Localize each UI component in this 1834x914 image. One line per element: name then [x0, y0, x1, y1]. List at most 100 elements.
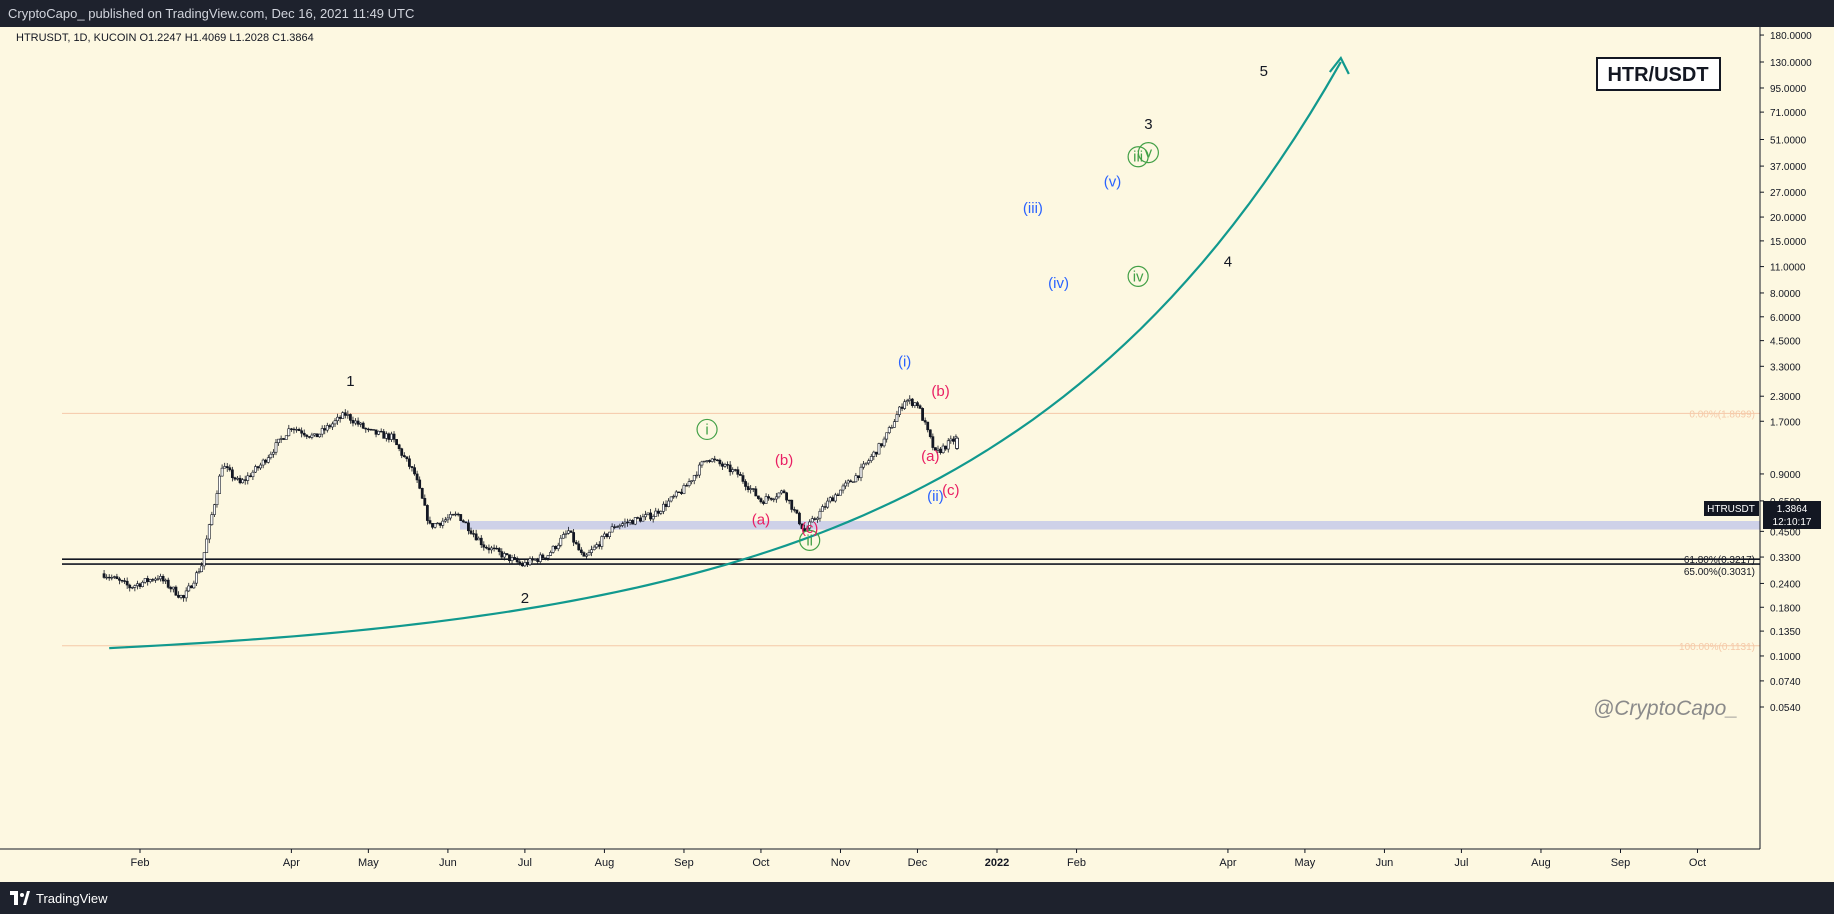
publisher-bar: CryptoCapo_ published on TradingView.com… — [0, 0, 1834, 27]
wave-label: iii — [1133, 149, 1143, 166]
candle-body — [951, 438, 955, 442]
candle-body — [482, 544, 486, 548]
candle-body — [161, 576, 165, 582]
wave-label-circle — [1127, 146, 1149, 168]
price-tick-label: 15.0000 — [1770, 237, 1807, 248]
candle-body — [110, 577, 114, 579]
candle-body — [854, 475, 858, 483]
candle-body — [769, 497, 773, 500]
candle-body — [744, 481, 747, 487]
candle-body — [923, 420, 927, 423]
time-axis[interactable]: Feb Apr May Jun Jul Aug Sep Oct Nov Dec 2022 Feb Apr… — [0, 848, 1834, 882]
candle-body — [487, 547, 491, 551]
candle-body — [872, 451, 876, 457]
candle-body — [220, 467, 224, 477]
candle-body — [649, 512, 653, 520]
time-tick-label: Feb — [131, 857, 150, 869]
candle-body — [936, 448, 940, 451]
candle-body — [682, 485, 686, 494]
candle-body — [900, 406, 904, 409]
candle-body — [751, 488, 755, 490]
footer-brand[interactable]: TradingView — [36, 890, 108, 906]
candle-body — [944, 445, 948, 450]
candle-body — [256, 466, 260, 469]
candle-body — [669, 496, 673, 502]
candle-body — [490, 547, 493, 551]
candle-body — [731, 469, 735, 473]
pair-badge: HTR/USDT — [1596, 57, 1721, 91]
candle-body — [549, 552, 552, 556]
tradingview-logo-icon[interactable] — [10, 891, 30, 905]
candle-body — [928, 429, 932, 437]
candle-body — [785, 492, 788, 501]
candle-body — [272, 451, 275, 455]
candle-body — [608, 531, 611, 537]
wave-label-circle — [799, 529, 821, 551]
candle-body — [177, 594, 180, 598]
footer-bar: TradingView — [0, 882, 1834, 914]
candle-body — [372, 429, 375, 431]
candle-body — [456, 513, 460, 516]
projection-curve — [109, 61, 1342, 650]
fib-label: 65.00%(0.3031) — [1684, 567, 1755, 578]
price-tick-label: 180.0000 — [1770, 31, 1812, 42]
price-chart[interactable]: 0.00%(1.8699) 61.80%(0.3217)65.00%(0.3031… — [0, 27, 1834, 882]
wave-label-circle — [696, 418, 718, 441]
candle-body — [130, 586, 134, 589]
fib-label: 61.80%(0.3217) — [1684, 555, 1755, 566]
candle-body — [295, 429, 298, 431]
candle-body — [112, 576, 116, 578]
price-tick-label: 3.3000 — [1770, 362, 1801, 373]
candle-body — [939, 448, 942, 454]
candle-body — [105, 576, 109, 579]
candle-body — [369, 428, 373, 431]
candle-body — [626, 521, 629, 524]
candle-body — [808, 521, 812, 529]
candle-body — [641, 516, 645, 522]
candle-body — [590, 549, 593, 553]
price-tick-label: 0.1800 — [1770, 603, 1801, 614]
candle-body — [592, 546, 596, 550]
candle-body — [400, 448, 404, 456]
candle-body — [461, 520, 465, 523]
candle-body — [454, 513, 458, 516]
candle-body — [833, 494, 837, 502]
candle-body — [449, 514, 452, 519]
candle-body — [815, 517, 819, 520]
price-axis[interactable]: 180.0000 130.0000 95.0000 71.0000 51.0000 37.… — [1759, 27, 1834, 882]
candle-body — [336, 416, 339, 422]
candle-body — [695, 474, 699, 477]
candle-body — [792, 509, 796, 511]
candle-body — [567, 530, 570, 534]
candle-body — [913, 402, 917, 406]
candle-body — [864, 462, 868, 465]
candle-body — [605, 533, 609, 537]
price-tick-label: 0.1000 — [1770, 652, 1801, 663]
candle-body — [292, 428, 296, 431]
candle-body — [425, 505, 429, 521]
candle-body — [443, 519, 447, 522]
candle-body — [153, 578, 157, 581]
candle-body — [359, 422, 363, 425]
candle-body — [851, 481, 855, 483]
candle-body — [618, 525, 622, 527]
candle-body — [882, 438, 886, 447]
price-tick-label: 71.0000 — [1770, 108, 1807, 119]
candle-body — [587, 552, 591, 556]
candle-body — [225, 466, 229, 468]
candle-body — [890, 427, 894, 429]
candle-body — [279, 438, 283, 440]
time-tick-label: Sep — [1611, 857, 1631, 869]
candle-body — [880, 443, 883, 447]
candle-body — [692, 475, 696, 481]
candle-body — [346, 414, 350, 416]
wave-label-circle — [1127, 265, 1149, 287]
candle-body — [715, 459, 719, 461]
candle-body — [905, 400, 909, 403]
candle-body — [908, 398, 912, 401]
candle-body — [520, 563, 524, 567]
candle-body — [415, 473, 419, 481]
candle-body — [469, 530, 473, 534]
time-tick-label: Apr — [1219, 857, 1236, 869]
candle-body — [690, 480, 694, 482]
